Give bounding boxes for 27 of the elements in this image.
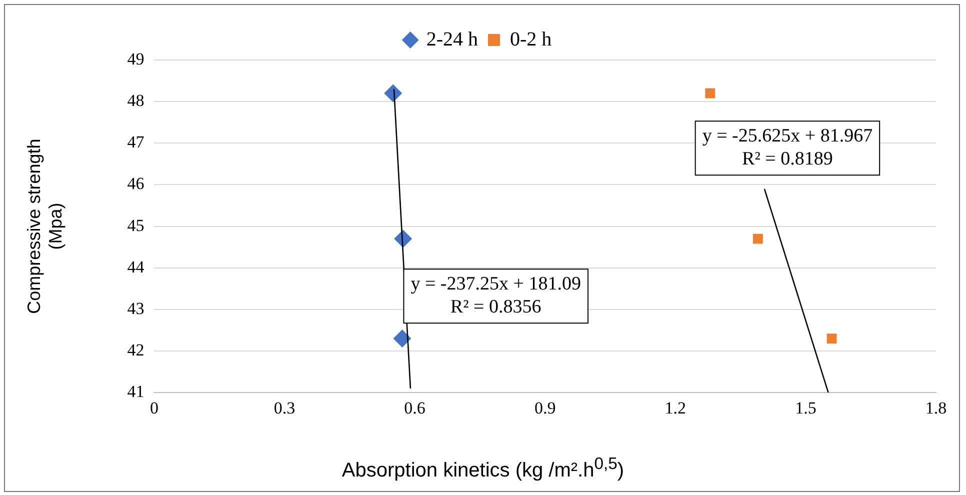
x-tick-label: 1.8	[925, 398, 947, 418]
legend-label: 2-24 h	[426, 28, 478, 50]
point	[826, 334, 837, 344]
y-tick-label: 45	[127, 216, 144, 235]
x-tick-label: 0	[150, 398, 158, 418]
point	[705, 88, 716, 98]
x-tick-label: 0.9	[534, 398, 556, 418]
annotation: y = -237.25x + 181.09 R² = 0.8356	[410, 274, 581, 318]
x-tick-label: 1.2	[664, 398, 686, 418]
y-axis-title: Compressive strength (Mpa)	[24, 138, 66, 314]
x-tick-label: 0.6	[404, 398, 426, 418]
y-tick-label: 49	[127, 49, 144, 68]
point	[384, 84, 402, 102]
point	[393, 330, 412, 348]
y-tick-label: 47	[127, 132, 145, 152]
x-tick-label: 1.5	[795, 398, 816, 418]
y-tick-label: 44	[127, 257, 145, 276]
x-axis-title: Absorption kinetics (kg /m².h$^{0,5}$)	[340, 454, 626, 483]
y-tick-label: 48	[127, 91, 144, 110]
legend-label: 0-2 h	[510, 28, 552, 50]
x-tick-label: 0.3	[274, 398, 296, 418]
point	[752, 234, 763, 244]
y-tick-label: 41	[127, 382, 144, 402]
y-tick-label: 42	[127, 340, 144, 360]
y-tick-label: 46	[127, 174, 144, 194]
y-tick-label: 43	[127, 298, 144, 318]
annotation: y = -25.625x + 81.967 R² = 0.8189	[702, 126, 873, 170]
